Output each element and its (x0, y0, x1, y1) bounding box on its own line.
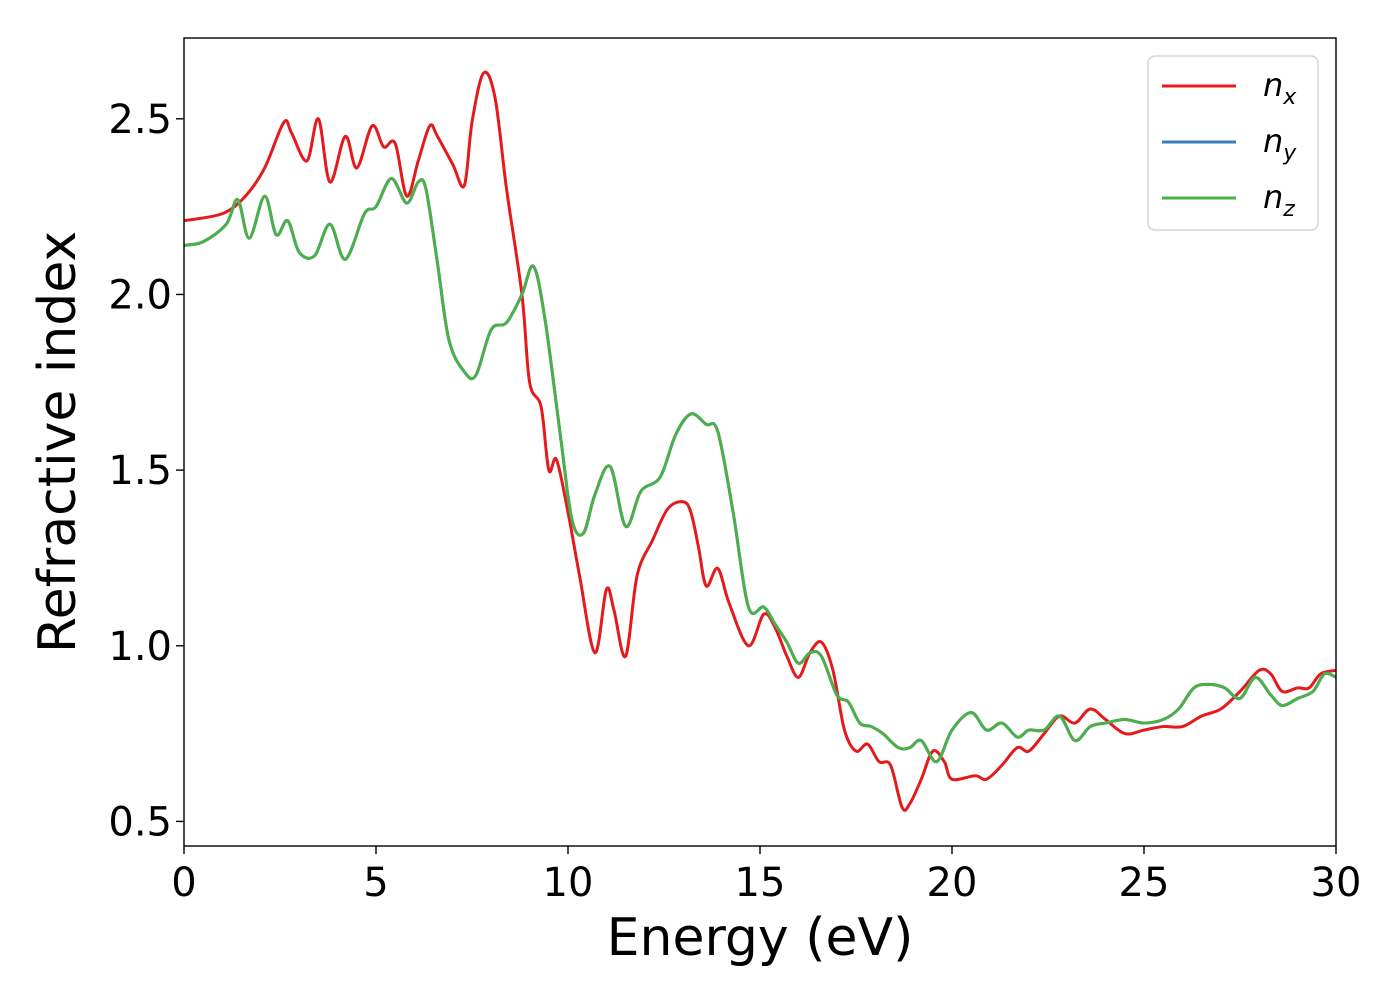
x-tick-label: 0 (171, 860, 196, 906)
legend-label-n-z: nz (1263, 178, 1295, 222)
series-line-n-z (184, 177, 1336, 764)
x-axis-ticks: 0 5 10 15 20 25 30 (171, 846, 1361, 906)
legend-label-n-x: nx (1263, 66, 1297, 110)
series-line-n-x (184, 70, 1336, 812)
y-axis-label: Refractive index (28, 231, 88, 653)
y-tick-label: 2.5 (108, 97, 172, 143)
x-tick-label: 10 (543, 860, 594, 906)
legend: nx ny nz (1147, 55, 1319, 231)
x-tick-label: 25 (1119, 860, 1170, 906)
y-tick-label: 1.0 (108, 624, 172, 670)
y-tick-label: 0.5 (108, 799, 172, 845)
x-axis-label: Energy (eV) (607, 908, 914, 968)
y-tick-label: 2.0 (108, 272, 172, 318)
y-axis-ticks: 0.5 1.0 1.5 2.0 2.5 (108, 97, 184, 845)
y-tick-label: 1.5 (108, 448, 172, 494)
x-tick-label: 30 (1311, 860, 1362, 906)
x-tick-label: 15 (735, 860, 786, 906)
legend-label-n-y: ny (1263, 122, 1297, 166)
series-layer (184, 70, 1336, 812)
x-tick-label: 5 (363, 860, 388, 906)
x-tick-label: 20 (927, 860, 978, 906)
